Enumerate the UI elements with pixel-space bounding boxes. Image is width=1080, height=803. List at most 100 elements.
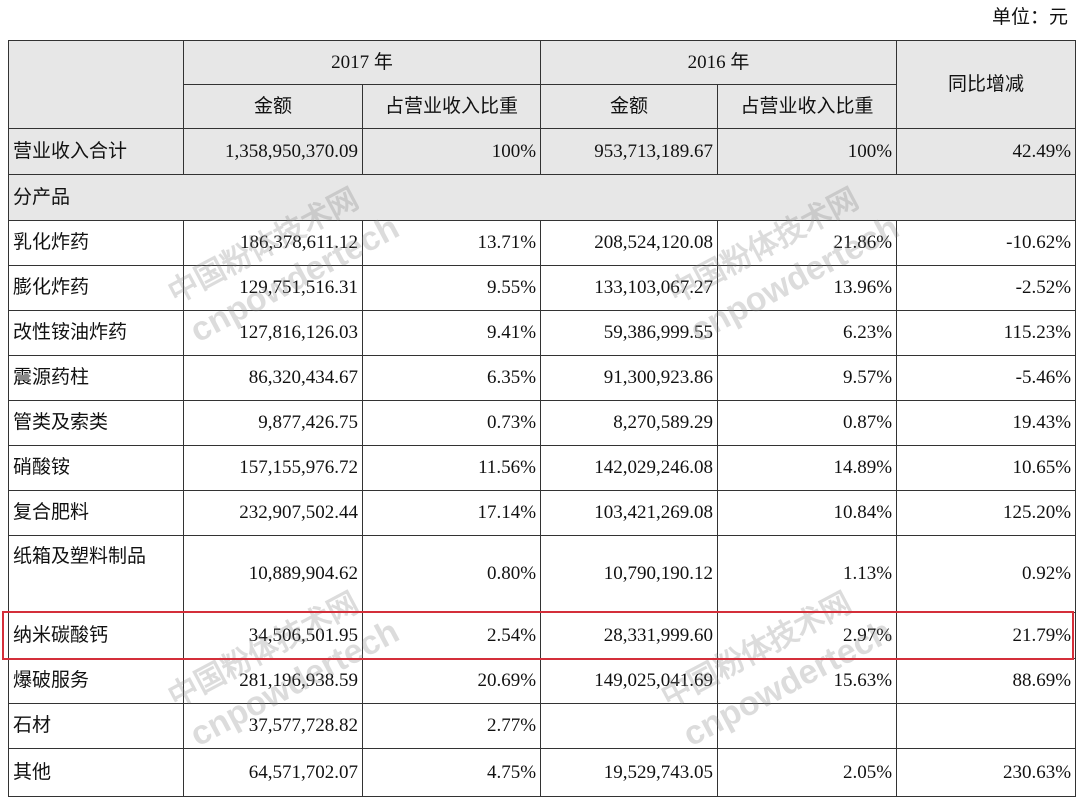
product-label: 其他 (8, 748, 184, 797)
ratio-2017-cell: 2.54% (361, 612, 542, 659)
revenue-table: 2017 年 2016 年 同比增减 金额 占营业收入比重 金额 占营业收入比重… (7, 40, 1077, 797)
table-row: 震源药柱 86,320,434.67 6.35% 91,300,923.86 9… (8, 355, 1077, 401)
ratio-2016-cell: 1.13% (717, 535, 898, 613)
table-row: 复合肥料 232,907,502.44 17.14% 103,421,269.0… (8, 490, 1077, 536)
product-label: 乳化炸药 (8, 220, 184, 266)
amount-2017-cell: 1,358,950,370.09 (183, 128, 363, 175)
yoy-change-cell: 10.65% (896, 445, 1077, 491)
product-label: 管类及索类 (8, 400, 184, 446)
table-row: 乳化炸药 186,378,611.12 13.71% 208,524,120.0… (8, 220, 1077, 266)
table-row: 爆破服务 281,196,938.59 20.69% 149,025,041.6… (8, 658, 1077, 704)
amount-2016-cell: 28,331,999.60 (540, 612, 719, 659)
amount-2017-cell: 37,577,728.82 (183, 703, 363, 749)
product-label: 复合肥料 (8, 490, 184, 536)
yoy-change-cell: 88.69% (896, 658, 1077, 704)
ratio-2017-cell: 20.69% (361, 658, 542, 704)
amount-2016-cell: 91,300,923.86 (540, 355, 719, 401)
header-ratio-2017: 占营业收入比重 (361, 84, 542, 129)
amount-2016-cell: 142,029,246.08 (540, 445, 719, 491)
yoy-change-cell: 42.49% (896, 128, 1077, 175)
ratio-2017-cell: 0.73% (361, 400, 542, 446)
ratio-2016-cell: 0.87% (717, 400, 898, 446)
ratio-2016-cell: 100% (717, 128, 898, 175)
header-year-2016: 2016 年 (540, 40, 898, 85)
ratio-2016-cell: 14.89% (717, 445, 898, 491)
table-row: 管类及索类 9,877,426.75 0.73% 8,270,589.29 0.… (8, 400, 1077, 446)
yoy-change-cell: 125.20% (896, 490, 1077, 536)
amount-2016-cell: 149,025,041.69 (540, 658, 719, 704)
section-row: 分产品 (7, 174, 1077, 221)
ratio-2016-cell: 21.86% (717, 220, 898, 266)
yoy-change-cell: 115.23% (896, 310, 1077, 356)
amount-2016-cell: 59,386,999.55 (540, 310, 719, 356)
amount-2017-cell: 64,571,702.07 (183, 748, 363, 797)
amount-2017-cell: 186,378,611.12 (183, 220, 363, 266)
ratio-2016-cell: 13.96% (717, 265, 898, 311)
yoy-change-cell: 230.63% (896, 748, 1077, 797)
product-label: 硝酸铵 (8, 445, 184, 491)
amount-2016-cell: 103,421,269.08 (540, 490, 719, 536)
header-corner-cell (8, 40, 184, 129)
header-yoy-change: 同比增减 (896, 40, 1077, 129)
ratio-2017-cell: 9.41% (361, 310, 542, 356)
yoy-change-cell: -5.46% (896, 355, 1077, 401)
amount-2017-cell: 157,155,976.72 (183, 445, 363, 491)
table-row-highlighted: 纳米碳酸钙 34,506,501.95 2.54% 28,331,999.60 … (8, 612, 1077, 659)
header-row-years: 2017 年 2016 年 同比增减 (8, 40, 1077, 129)
total-revenue-row: 营业收入合计 1,358,950,370.09 100% 953,713,189… (8, 128, 1077, 175)
table-row: 纸箱及塑料制品 10,889,904.62 0.80% 10,790,190.1… (8, 535, 1077, 613)
yoy-change-cell: 0.92% (896, 535, 1077, 613)
ratio-2016-cell: 9.57% (717, 355, 898, 401)
ratio-2017-cell: 0.80% (361, 535, 542, 613)
amount-2016-cell: 208,524,120.08 (540, 220, 719, 266)
yoy-change-cell: -10.62% (896, 220, 1077, 266)
amount-2017-cell: 127,816,126.03 (183, 310, 363, 356)
amount-2017-cell: 232,907,502.44 (183, 490, 363, 536)
section-label: 分产品 (7, 174, 1077, 221)
amount-2017-cell: 129,751,516.31 (183, 265, 363, 311)
header-amount-2016: 金额 (540, 84, 719, 129)
ratio-2016-cell (717, 703, 898, 749)
total-revenue-label: 营业收入合计 (8, 128, 184, 175)
yoy-change-cell: 21.79% (896, 612, 1077, 659)
amount-2017-cell: 10,889,904.62 (183, 535, 363, 613)
ratio-2017-cell: 11.56% (361, 445, 542, 491)
ratio-2016-cell: 6.23% (717, 310, 898, 356)
ratio-2017-cell: 2.77% (361, 703, 542, 749)
amount-2016-cell: 133,103,067.27 (540, 265, 719, 311)
amount-2016-cell: 19,529,743.05 (540, 748, 719, 797)
unit-label: 单位：元 (991, 7, 1068, 28)
product-label: 纳米碳酸钙 (8, 612, 184, 659)
product-label: 爆破服务 (8, 658, 184, 704)
yoy-change-cell: 19.43% (896, 400, 1077, 446)
ratio-2016-cell: 15.63% (717, 658, 898, 704)
ratio-2017-cell: 17.14% (361, 490, 542, 536)
amount-2016-cell: 953,713,189.67 (540, 128, 719, 175)
product-label: 石材 (8, 703, 184, 749)
table-row: 膨化炸药 129,751,516.31 9.55% 133,103,067.27… (8, 265, 1077, 311)
amount-2017-cell: 86,320,434.67 (183, 355, 363, 401)
header-ratio-2016: 占营业收入比重 (717, 84, 898, 129)
table-row: 硝酸铵 157,155,976.72 11.56% 142,029,246.08… (8, 445, 1077, 491)
amount-2016-cell (540, 703, 719, 749)
ratio-2017-cell: 6.35% (361, 355, 542, 401)
amount-2017-cell: 281,196,938.59 (183, 658, 363, 704)
product-label: 震源药柱 (8, 355, 184, 401)
amount-2017-cell: 34,506,501.95 (183, 612, 363, 659)
table-row: 石材 37,577,728.82 2.77% (8, 703, 1077, 749)
ratio-2016-cell: 10.84% (717, 490, 898, 536)
product-label: 纸箱及塑料制品 (8, 535, 184, 613)
product-label: 改性铵油炸药 (8, 310, 184, 356)
amount-2017-cell: 9,877,426.75 (183, 400, 363, 446)
ratio-2016-cell: 2.97% (717, 612, 898, 659)
ratio-2017-cell: 13.71% (361, 220, 542, 266)
header-amount-2017: 金额 (183, 84, 363, 129)
header-row-metrics: 金额 占营业收入比重 金额 占营业收入比重 (9, 84, 1076, 129)
ratio-2017-cell: 4.75% (361, 748, 542, 797)
yoy-change-cell: -2.52% (896, 265, 1077, 311)
ratio-2017-cell: 100% (361, 128, 542, 175)
table-row: 改性铵油炸药 127,816,126.03 9.41% 59,386,999.5… (8, 310, 1077, 356)
amount-2016-cell: 10,790,190.12 (540, 535, 719, 613)
header-year-2017: 2017 年 (182, 40, 542, 85)
table-row: 其他 64,571,702.07 4.75% 19,529,743.05 2.0… (8, 748, 1077, 797)
